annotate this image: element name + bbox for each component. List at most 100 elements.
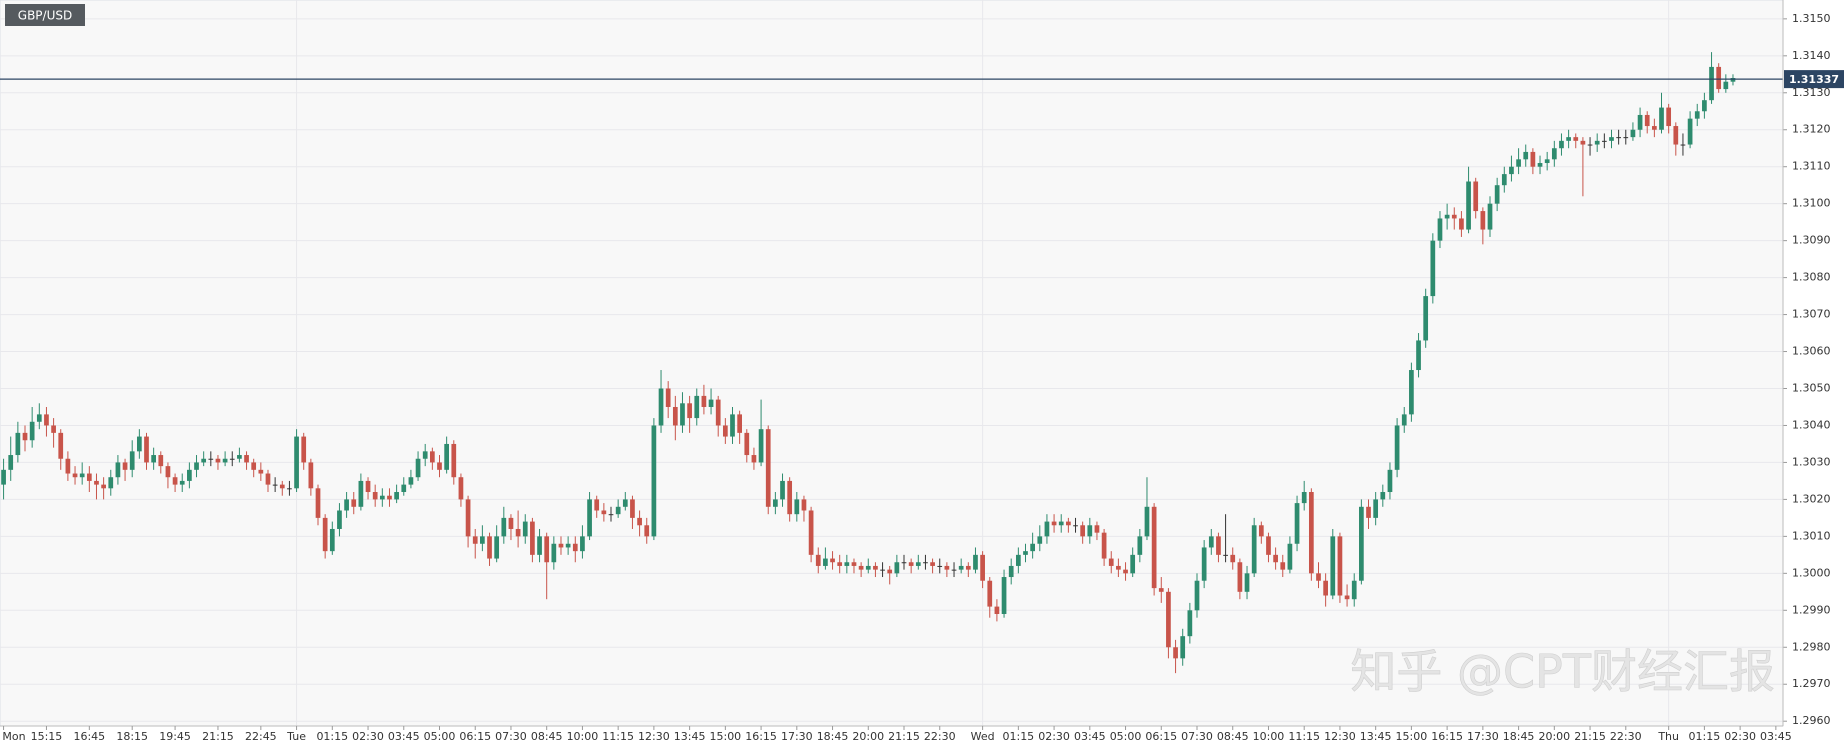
candle-body [29,421,35,441]
candle-body [144,436,149,463]
candle-body [372,492,378,500]
candle-body [272,484,278,486]
y-tick-label: 1.3080 [1792,271,1831,284]
candle-body [1216,536,1221,555]
x-tick-label: 18:15 [116,730,148,743]
y-tick-label: 1.3070 [1792,308,1831,321]
candle-body [344,499,349,511]
candle-body [401,484,407,493]
title-box [5,4,85,26]
plot-area [0,0,1784,727]
candle-body [279,484,285,489]
x-tick-label: 01:15 [1689,730,1721,743]
candle-body [937,565,943,567]
candle-body [1680,144,1686,146]
candle-body [622,499,628,507]
candle-body [237,455,242,459]
candle-body [737,414,742,433]
x-tick-label: 17:30 [1467,730,1499,743]
candle-body [1323,580,1328,596]
candle-body [1687,118,1693,145]
candle-body [1644,114,1650,127]
candle-body [665,388,671,407]
candle-body [1073,525,1078,527]
candle-body [8,455,14,470]
y-tick-label: 1.2980 [1792,640,1831,653]
x-tick-label: 19:45 [159,730,191,743]
candle-body [880,569,885,571]
candle-body [651,425,657,537]
candle-body [987,580,993,607]
candle-body [444,443,450,470]
candle-body [694,395,700,419]
candle-body [1108,558,1114,566]
candle-body [1609,137,1614,141]
candle-body [322,517,328,552]
y-tick-label: 1.2970 [1792,677,1831,690]
candle-body [437,462,442,470]
candle-body [1,469,6,485]
candle-body [1116,565,1121,570]
candle-body [1337,536,1343,596]
candle-body [1709,66,1714,101]
x-tick-label: 21:15 [888,730,920,743]
y-tick-label: 1.3050 [1792,382,1831,395]
candle-body [801,499,807,511]
x-tick-label: 07:30 [495,730,527,743]
x-tick-label: 21:15 [1574,730,1606,743]
candle-body [1244,573,1250,592]
candle-body [1158,588,1164,592]
candle-body [1330,536,1336,596]
x-tick-label: 20:00 [852,730,884,743]
candle-body [1094,525,1100,533]
x-tick-label: 02:30 [1038,730,1070,743]
candle-body [1380,492,1386,500]
candle-body [1373,499,1379,518]
candle-body [1401,414,1407,426]
candle-body [394,492,399,500]
candle-body [222,458,228,463]
candle-body [472,536,478,544]
candle-body [122,462,128,470]
candle-body [387,495,392,500]
candle-body [136,436,142,452]
x-tick-label: 08:45 [531,730,563,743]
candle-body [79,473,85,478]
candle-body [758,429,764,463]
candle-body [808,510,814,555]
candle-body [51,425,56,433]
candle-body [815,554,821,566]
x-tick-label: 18:45 [1503,730,1535,743]
candle-body [1344,595,1350,600]
candle-body [1351,580,1357,600]
y-tick-label: 1.3150 [1792,12,1831,25]
candle-body [658,388,664,426]
candle-body [1308,492,1314,574]
y-tick-label: 1.3130 [1792,86,1831,99]
y-tick-label: 1.3010 [1792,529,1831,542]
candle-body [1444,214,1450,219]
y-tick-label: 1.3030 [1792,455,1831,468]
x-tick-label: 07:30 [1181,730,1213,743]
candle-body [86,473,92,481]
x-tick-label: 12:30 [1324,730,1356,743]
y-tick-label: 1.2990 [1792,603,1831,616]
candle-body [187,469,192,481]
candle-body [351,499,357,507]
candle-body [151,455,157,463]
candle-body [1223,554,1228,556]
candle-body [365,480,371,493]
candle-body [994,606,1000,614]
candle-body [480,536,485,544]
candle-body [644,525,650,537]
x-tick-label: 22:30 [1610,730,1642,743]
candle-body [630,499,635,518]
x-tick-label: 02:30 [352,730,384,743]
candle-body [415,458,421,478]
candle-body [594,499,600,511]
candle-body [301,436,307,463]
x-tick-label: Thu [1657,730,1679,743]
y-tick-label: 1.2960 [1792,714,1831,727]
candle-body [1659,107,1664,130]
candle-body [1258,525,1264,537]
